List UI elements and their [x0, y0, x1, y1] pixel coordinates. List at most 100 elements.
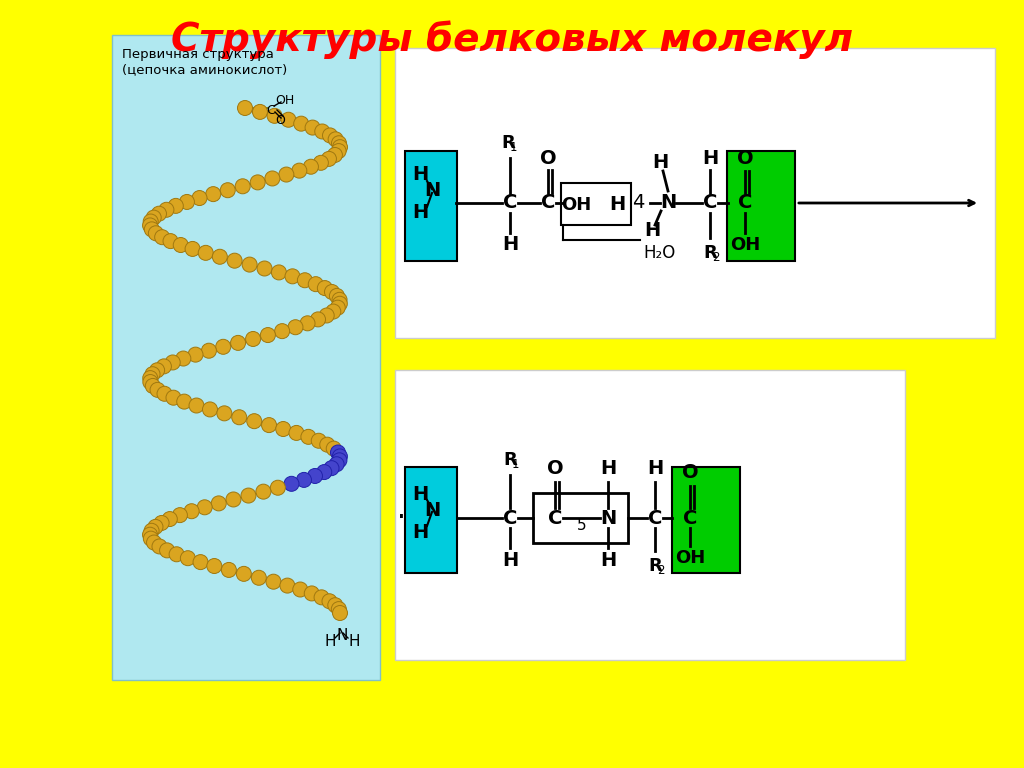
- Circle shape: [260, 328, 275, 343]
- Circle shape: [332, 601, 346, 617]
- Circle shape: [159, 202, 174, 217]
- Circle shape: [207, 558, 222, 574]
- Text: O: O: [540, 148, 556, 167]
- Circle shape: [275, 422, 291, 436]
- Circle shape: [145, 379, 161, 393]
- Circle shape: [146, 535, 162, 550]
- Text: N: N: [336, 627, 348, 643]
- Text: R: R: [703, 244, 717, 262]
- Bar: [672, 467, 740, 573]
- Circle shape: [202, 343, 216, 358]
- Circle shape: [314, 590, 329, 605]
- Circle shape: [144, 523, 159, 538]
- Bar: [406, 151, 457, 261]
- Bar: [561, 183, 631, 225]
- Circle shape: [281, 112, 296, 127]
- Text: H: H: [609, 196, 625, 214]
- Circle shape: [173, 237, 188, 253]
- Circle shape: [199, 245, 213, 260]
- Text: H: H: [600, 551, 616, 570]
- Circle shape: [331, 144, 346, 158]
- Circle shape: [237, 566, 251, 581]
- Circle shape: [168, 198, 183, 214]
- Circle shape: [246, 332, 260, 346]
- Circle shape: [324, 461, 339, 475]
- Text: C: C: [548, 508, 562, 528]
- Text: ·: ·: [396, 504, 406, 532]
- Circle shape: [241, 488, 256, 503]
- Circle shape: [185, 241, 200, 257]
- Circle shape: [150, 362, 165, 378]
- Circle shape: [328, 132, 343, 147]
- Text: H: H: [652, 154, 668, 173]
- Bar: [534, 493, 628, 543]
- Circle shape: [212, 250, 227, 264]
- Circle shape: [176, 351, 190, 366]
- Text: 1: 1: [510, 141, 517, 154]
- Circle shape: [304, 586, 319, 601]
- Circle shape: [317, 280, 333, 296]
- Text: H: H: [412, 165, 428, 184]
- Circle shape: [152, 206, 167, 221]
- Circle shape: [326, 304, 341, 319]
- Bar: [395, 48, 995, 338]
- Circle shape: [303, 159, 318, 174]
- Text: C: C: [503, 194, 517, 213]
- Circle shape: [305, 120, 321, 135]
- Bar: [406, 467, 457, 573]
- Circle shape: [148, 226, 164, 241]
- Text: H: H: [701, 148, 718, 167]
- Circle shape: [332, 293, 347, 307]
- Circle shape: [322, 594, 337, 609]
- Circle shape: [308, 276, 324, 292]
- Circle shape: [323, 128, 338, 143]
- Circle shape: [330, 300, 345, 315]
- Circle shape: [331, 445, 345, 460]
- Text: OH: OH: [675, 549, 706, 567]
- Text: C: C: [503, 508, 517, 528]
- Circle shape: [194, 554, 208, 570]
- Text: H: H: [502, 236, 518, 254]
- Circle shape: [328, 598, 343, 613]
- Circle shape: [142, 371, 158, 386]
- Text: C: C: [738, 194, 753, 213]
- Text: N: N: [424, 501, 440, 519]
- Text: H: H: [647, 458, 664, 478]
- Circle shape: [157, 386, 172, 401]
- Circle shape: [297, 472, 311, 488]
- Circle shape: [216, 339, 230, 354]
- Text: O: O: [275, 114, 285, 127]
- Circle shape: [271, 265, 287, 280]
- Text: H: H: [325, 634, 336, 648]
- Text: H: H: [644, 221, 660, 240]
- Circle shape: [325, 284, 340, 300]
- Circle shape: [330, 289, 344, 303]
- Circle shape: [328, 147, 342, 163]
- Circle shape: [160, 543, 174, 558]
- Text: R: R: [503, 451, 517, 469]
- Circle shape: [288, 319, 303, 335]
- Text: C: C: [266, 104, 275, 117]
- Circle shape: [231, 410, 247, 425]
- Circle shape: [333, 449, 347, 464]
- Text: R: R: [501, 134, 515, 152]
- Circle shape: [311, 433, 327, 449]
- Circle shape: [313, 155, 329, 170]
- Circle shape: [142, 527, 158, 542]
- Text: 4: 4: [632, 194, 644, 213]
- Circle shape: [155, 230, 170, 245]
- Circle shape: [310, 312, 326, 327]
- Circle shape: [333, 605, 347, 621]
- Circle shape: [266, 574, 281, 589]
- Circle shape: [257, 261, 272, 276]
- Text: 1: 1: [512, 458, 519, 471]
- Circle shape: [221, 562, 237, 578]
- Circle shape: [319, 308, 334, 323]
- Text: OH: OH: [561, 196, 591, 214]
- Circle shape: [188, 347, 203, 362]
- Circle shape: [265, 171, 280, 186]
- Text: H: H: [600, 458, 616, 478]
- Circle shape: [163, 233, 178, 249]
- Circle shape: [279, 167, 294, 182]
- Circle shape: [151, 382, 165, 397]
